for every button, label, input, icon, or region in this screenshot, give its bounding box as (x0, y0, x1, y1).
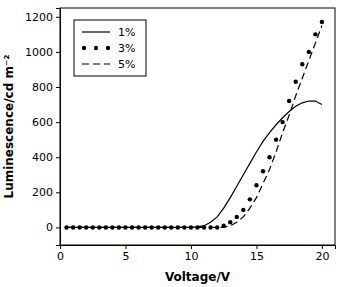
x-tick: 10 (184, 245, 198, 263)
x-tick-mark (322, 245, 323, 249)
legend-swatch (94, 46, 98, 50)
plot-frame (60, 8, 335, 245)
x-tick: 0 (57, 245, 64, 263)
y-axis-title: Luminescence/cd m⁻² (2, 54, 16, 198)
y-tick: 600 (32, 116, 60, 129)
x-tick-mark (256, 245, 257, 249)
series-marker (235, 215, 239, 219)
series-marker (254, 183, 258, 187)
x-axis-line (61, 246, 336, 250)
legend-label: 1% (118, 26, 135, 39)
y-tick-label: 1200 (25, 11, 53, 24)
series-marker (294, 80, 298, 84)
x-tick-mark (191, 245, 192, 249)
y-axis-line (56, 9, 61, 246)
series-marker (307, 50, 311, 54)
x-tick: 15 (250, 245, 264, 263)
y-tick-mark (56, 227, 60, 228)
series-marker (313, 32, 317, 36)
series-marker (248, 197, 252, 201)
y-tick-label: 400 (32, 151, 53, 164)
y-tick: 1000 (25, 46, 60, 59)
y-tick-mark (56, 192, 60, 193)
series-marker (228, 220, 232, 224)
y-tick-mark (56, 87, 60, 88)
y-tick-label: 1000 (25, 46, 53, 59)
series-marker (267, 155, 271, 159)
y-tick-label: 600 (32, 116, 53, 129)
chart: 051015200200400600800100012001%3%5%Volta… (0, 0, 345, 287)
x-axis-title: Voltage/V (165, 270, 231, 284)
y-tick: 800 (32, 81, 60, 94)
y-tick: 200 (32, 186, 60, 199)
y-axis: 0 200 400 600 800 1000 1200 (25, 9, 61, 246)
series-marker (320, 20, 324, 24)
series-marker (300, 62, 304, 66)
y-tick: 400 (32, 151, 60, 164)
x-tick: 20 (315, 245, 329, 263)
series-marker (280, 120, 284, 124)
x-axis: 0 5 10 15 20 (57, 245, 336, 263)
legend-swatch (82, 63, 110, 64)
y-tick-mark (56, 17, 60, 18)
x-tick-label: 15 (250, 250, 264, 263)
series-marker (274, 137, 278, 141)
y-tick-mark (56, 157, 60, 158)
x-tick-label: 5 (122, 250, 129, 263)
series-marker (261, 169, 265, 173)
legend-box (74, 20, 146, 76)
series-marker (287, 99, 291, 103)
legend-swatch (82, 31, 110, 32)
x-tick-label: 0 (57, 250, 64, 263)
legend-swatch (82, 46, 86, 50)
x-tick: 5 (122, 245, 129, 263)
y-tick-label: 0 (46, 221, 53, 234)
marks (64, 20, 324, 230)
y-tick-label: 200 (32, 186, 53, 199)
legend: 1% 3% 5% (74, 20, 146, 76)
y-tick-mark (56, 122, 60, 123)
series-marker (241, 208, 245, 212)
legend-label: 5% (118, 58, 135, 71)
y-tick-label: 800 (32, 81, 53, 94)
x-tick-label: 10 (184, 250, 198, 263)
series-line (67, 101, 322, 227)
y-tick: 1200 (25, 11, 60, 24)
x-tick-mark (125, 245, 126, 249)
plot: 051015200200400600800100012001%3%5% (25, 8, 336, 263)
legend-swatch (106, 46, 110, 50)
legend-label: 3% (118, 42, 135, 55)
y-tick: 0 (46, 221, 60, 234)
y-tick-mark (56, 52, 60, 53)
x-tick-label: 20 (315, 250, 329, 263)
series-marker (84, 225, 88, 229)
